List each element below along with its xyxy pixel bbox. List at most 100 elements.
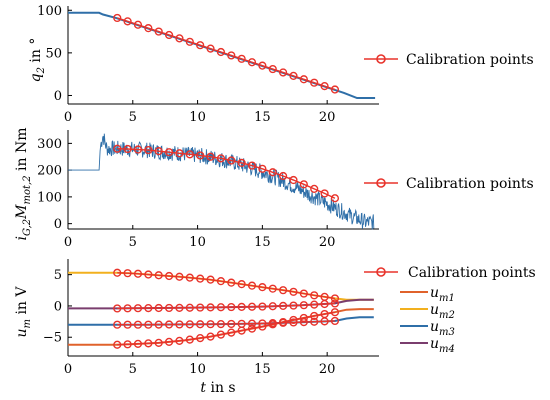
calibration-point bbox=[310, 311, 319, 321]
calibration-point bbox=[258, 61, 267, 70]
x-tick-label: 20 bbox=[319, 235, 336, 250]
calibration-point bbox=[154, 338, 163, 347]
calibration-point bbox=[279, 318, 288, 327]
calibration-point bbox=[175, 34, 184, 43]
calibration-point bbox=[206, 303, 215, 312]
x-tick-label: 15 bbox=[254, 362, 271, 377]
calibration-point bbox=[154, 271, 163, 280]
calibration-point bbox=[247, 58, 257, 67]
calibration-point bbox=[216, 303, 226, 312]
calibration-point bbox=[185, 150, 194, 159]
calibration-line bbox=[117, 148, 336, 199]
calibration-point bbox=[279, 286, 288, 295]
calibration-point bbox=[279, 301, 288, 310]
calibration-point bbox=[258, 319, 267, 328]
calibration-point bbox=[330, 316, 340, 326]
y-tick-label: 50 bbox=[45, 46, 62, 61]
x-tick-label: 15 bbox=[254, 110, 271, 125]
calibration-point bbox=[237, 302, 246, 311]
calibration-point bbox=[320, 317, 329, 326]
calibration-point bbox=[247, 161, 257, 170]
calibration-line bbox=[117, 320, 335, 326]
calibration-point bbox=[268, 64, 277, 74]
calibration-point bbox=[206, 275, 215, 284]
calibration-point bbox=[310, 291, 319, 300]
calibration-point bbox=[175, 303, 184, 312]
x-tick-label: 10 bbox=[189, 110, 206, 125]
calibration-point bbox=[289, 71, 298, 80]
calibration-point bbox=[258, 302, 267, 311]
calibration-point bbox=[164, 320, 174, 329]
calibration-point bbox=[268, 302, 277, 311]
calibration-point bbox=[123, 340, 132, 349]
calibration-point bbox=[185, 37, 194, 46]
calibration-point bbox=[113, 304, 122, 313]
calibration-point bbox=[185, 273, 194, 282]
calibration-point bbox=[113, 340, 122, 349]
x-tick-label: 10 bbox=[189, 235, 206, 250]
calibration-point bbox=[164, 337, 174, 346]
calibration-point bbox=[144, 24, 153, 33]
calibration-point bbox=[206, 44, 215, 53]
calibration-point bbox=[330, 299, 340, 308]
calibration-point bbox=[227, 302, 236, 312]
calibration-point bbox=[237, 280, 246, 289]
ylabel-motor-voltage: um in V bbox=[14, 286, 33, 338]
calibration-line bbox=[117, 272, 336, 300]
calibration-point bbox=[268, 168, 277, 177]
x-tick-label: 5 bbox=[129, 362, 137, 377]
calibration-point bbox=[133, 145, 143, 154]
calibration-point bbox=[175, 149, 184, 158]
legend-label-calibration-2: Calibration points bbox=[406, 176, 534, 192]
calibration-point bbox=[133, 320, 143, 329]
calibration-point bbox=[154, 147, 163, 156]
calibration-line bbox=[117, 17, 336, 91]
calibration-point bbox=[185, 320, 194, 329]
calibration-point bbox=[299, 289, 308, 298]
calibration-point bbox=[185, 335, 194, 344]
legend-label-calibration-3: Calibration points bbox=[408, 265, 536, 281]
calibration-point bbox=[164, 271, 174, 281]
y-tick-label: 100 bbox=[37, 190, 62, 205]
calibration-point bbox=[216, 320, 226, 329]
x-tick-label: 5 bbox=[129, 235, 137, 250]
calibration-point bbox=[206, 332, 215, 341]
calibration-point bbox=[299, 75, 308, 84]
calibration-point bbox=[123, 304, 132, 313]
calibration-point bbox=[227, 51, 236, 60]
legend-panel1: Calibration points bbox=[364, 52, 534, 68]
y-tick-label: 0 bbox=[54, 89, 62, 104]
calibration-line bbox=[117, 302, 335, 310]
calibration-point bbox=[237, 158, 246, 168]
legend-panel2: Calibration points bbox=[364, 176, 534, 192]
y-tick-label: 200 bbox=[37, 164, 62, 179]
calibration-point bbox=[196, 41, 205, 50]
calibration-point bbox=[144, 304, 153, 313]
calibration-point bbox=[299, 180, 308, 189]
calibration-point bbox=[289, 175, 298, 185]
calibration-point bbox=[123, 17, 132, 26]
calibration-point bbox=[196, 274, 205, 283]
calibration-point bbox=[175, 272, 184, 281]
calibration-point bbox=[289, 287, 298, 296]
calibration-point bbox=[320, 82, 329, 91]
calibration-point bbox=[247, 324, 257, 333]
legend-label-calibration-1: Calibration points bbox=[406, 52, 534, 68]
calibration-point bbox=[185, 303, 194, 312]
calibration-point bbox=[113, 13, 122, 23]
y-tick-label: −5 bbox=[43, 331, 62, 346]
x-tick-label: 20 bbox=[319, 110, 336, 125]
calibration-point bbox=[289, 301, 298, 310]
calibration-point bbox=[196, 320, 205, 329]
calibration-point bbox=[216, 277, 226, 286]
calibration-point bbox=[175, 320, 184, 329]
y-tick-label: 0 bbox=[54, 299, 62, 314]
y-tick-label: 100 bbox=[37, 4, 62, 19]
calibration-point bbox=[196, 303, 205, 312]
calibration-point bbox=[310, 78, 319, 87]
calibration-point bbox=[320, 189, 329, 198]
calibration-point bbox=[144, 320, 153, 329]
x-tick-label: 0 bbox=[64, 110, 72, 125]
calibration-point bbox=[310, 184, 319, 193]
calibration-point bbox=[196, 151, 205, 160]
